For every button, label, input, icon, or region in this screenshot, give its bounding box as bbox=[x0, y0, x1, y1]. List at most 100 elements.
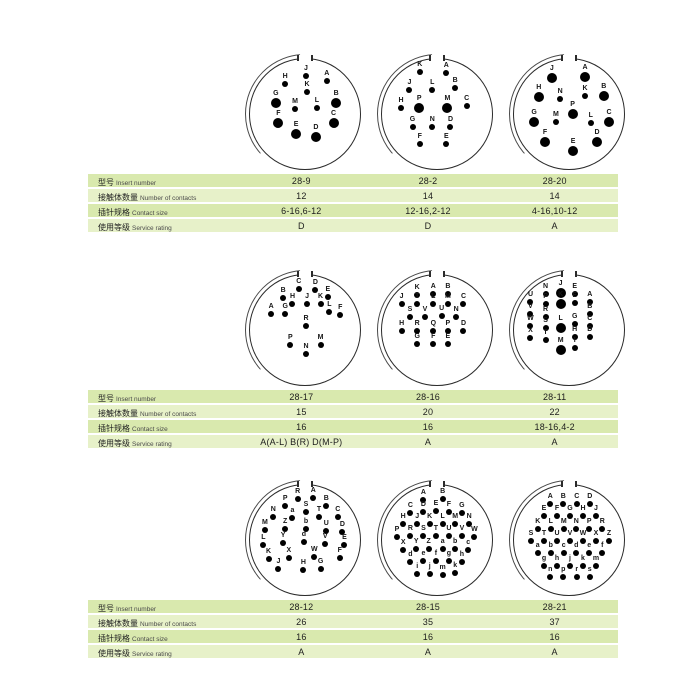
pin-label-28-21-m: m bbox=[592, 554, 600, 562]
pin-label-28-21-a: a bbox=[535, 542, 540, 550]
pin-label-28-21-C: C bbox=[574, 492, 580, 500]
pin-contact-28-11-A bbox=[586, 299, 593, 306]
pin-contact-28-2-H bbox=[398, 105, 405, 112]
pin-label-28-17-K: K bbox=[318, 293, 324, 301]
spec-row-rating: 使用等级 Service rating A(A-L) B(R) D(M-P) A A bbox=[88, 435, 618, 448]
pin-label-28-11-G: G bbox=[571, 313, 578, 321]
pin-label-28-15-N: N bbox=[466, 513, 472, 521]
spec-contacts-28-20: 14 bbox=[549, 190, 560, 201]
spec-size-28-2: 12-16,2-12 bbox=[405, 205, 451, 216]
pin-label-28-12-X: X bbox=[286, 546, 292, 554]
pin-contact-28-15-f bbox=[432, 558, 439, 565]
pin-contact-28-21-j bbox=[567, 562, 573, 569]
pin-contact-28-21-J bbox=[593, 513, 599, 520]
spec-row-model: 型号 Insert number 28-9 28-2 28-20 bbox=[88, 174, 618, 187]
spec-row-label-contacts: 接触体数量 Number of contacts bbox=[88, 403, 238, 421]
pin-label-28-16-A: A bbox=[430, 282, 436, 290]
pin-label-28-21-n: n bbox=[548, 566, 553, 574]
pin-contact-28-21-V bbox=[567, 538, 573, 544]
pin-contact-28-20-B bbox=[598, 90, 609, 101]
pin-contact-28-9-J bbox=[303, 73, 309, 79]
keyway-notch-icon bbox=[297, 271, 313, 277]
spec-rating-28-17: A(A-L) B(R) D(M-P) bbox=[260, 436, 343, 447]
pin-label-28-9-L: L bbox=[314, 97, 320, 105]
pin-label-28-17-N: N bbox=[303, 342, 309, 350]
pin-contact-28-11-K bbox=[555, 299, 566, 310]
pin-contact-28-16-G bbox=[414, 341, 421, 347]
pin-label-28-21-b: b bbox=[548, 542, 553, 550]
pin-contact-28-20-D bbox=[592, 137, 603, 148]
pin-label-28-15-C: C bbox=[407, 502, 413, 510]
pin-label-28-15-E: E bbox=[433, 499, 439, 507]
spec-rating-28-11: A bbox=[551, 436, 558, 447]
pin-contact-28-21-C bbox=[573, 500, 580, 507]
pin-label-28-11-T: T bbox=[543, 329, 548, 337]
pin-label-28-12-T: T bbox=[316, 505, 322, 513]
spec-row-label-rating: 使用等级 Service rating bbox=[88, 433, 238, 451]
pin-label-28-20-M: M bbox=[553, 110, 559, 118]
pin-label-28-21-H: H bbox=[580, 505, 586, 513]
pin-contact-28-2-D bbox=[447, 124, 454, 131]
pin-contact-28-2-N bbox=[429, 124, 436, 131]
pin-contact-28-12-K bbox=[265, 556, 272, 563]
spec-rating-28-16: A bbox=[424, 436, 432, 447]
pin-contact-28-12-U bbox=[323, 528, 330, 535]
pin-contact-28-11-U bbox=[527, 299, 534, 306]
pin-contact-28-17-K bbox=[317, 301, 324, 308]
row-label-en: Service rating bbox=[132, 224, 172, 232]
pin-contact-28-21-s bbox=[586, 574, 593, 581]
pin-label-28-20-F: F bbox=[542, 129, 548, 137]
pin-contact-28-2-M bbox=[442, 103, 453, 114]
pin-contact-28-2-A bbox=[443, 70, 450, 77]
pin-label-28-9-A: A bbox=[324, 70, 330, 78]
pin-contact-28-20-L bbox=[587, 119, 594, 126]
pin-label-28-11-H: H bbox=[572, 325, 578, 333]
pin-label-28-12-a: a bbox=[290, 507, 295, 515]
pin-contact-28-16-A bbox=[430, 290, 437, 297]
shell-arc bbox=[245, 270, 301, 390]
pin-label-28-15-J: J bbox=[415, 512, 420, 520]
spec-contacts-28-11: 22 bbox=[549, 406, 560, 417]
pin-contact-28-20-P bbox=[567, 108, 578, 119]
pin-contact-28-17-B bbox=[280, 295, 287, 302]
pin-contact-28-16-R bbox=[414, 328, 421, 334]
row-label-zh: 接触体数量 bbox=[98, 192, 138, 202]
pin-contact-28-15-b bbox=[452, 546, 459, 553]
pin-label-28-15-H: H bbox=[400, 513, 406, 521]
pin-contact-28-15-K bbox=[426, 520, 433, 527]
spec-model-28-9: 28-9 bbox=[291, 175, 311, 186]
pin-contact-28-16-N bbox=[453, 314, 460, 321]
pin-label-28-11-C: C bbox=[587, 315, 593, 323]
pin-label-28-11-N: N bbox=[543, 283, 549, 291]
spec-model-28-17: 28-17 bbox=[289, 391, 314, 402]
pin-label-28-15-W: W bbox=[471, 526, 478, 534]
pin-label-28-11-S: S bbox=[543, 317, 548, 325]
pin-contact-28-20-E bbox=[568, 145, 579, 156]
pin-label-28-20-H: H bbox=[536, 83, 542, 91]
pin-contact-28-12-B bbox=[323, 502, 330, 509]
pin-label-28-21-K: K bbox=[535, 517, 541, 525]
pin-contact-28-20-F bbox=[540, 137, 551, 148]
spec-row-contacts: 接触体数量 Number of contacts 26 35 37 bbox=[88, 615, 618, 628]
pin-label-28-15-c: c bbox=[466, 539, 471, 547]
pin-label-28-15-d: d bbox=[408, 550, 413, 558]
pin-contact-28-15-X bbox=[400, 547, 407, 554]
pin-label-28-15-Y: Y bbox=[413, 538, 419, 546]
spec-size-28-12: 16 bbox=[296, 631, 307, 642]
pin-contact-28-21-U bbox=[554, 538, 560, 544]
pin-contact-28-12-S bbox=[303, 508, 309, 515]
keyway-notch-icon bbox=[297, 55, 313, 61]
pin-label-28-16-K: K bbox=[414, 283, 420, 291]
pin-label-28-9-G: G bbox=[273, 90, 279, 98]
pin-label-28-15-m: m bbox=[439, 564, 446, 572]
pin-label-28-20-N: N bbox=[557, 87, 563, 95]
spec-row-contacts: 接触体数量 Number of contacts 15 20 22 bbox=[88, 405, 618, 418]
pin-contact-28-11-H bbox=[571, 333, 578, 340]
pin-label-28-15-F: F bbox=[446, 500, 452, 508]
spec-row-rating: 使用等级 Service rating A A A bbox=[88, 645, 618, 658]
pin-contact-28-15-H bbox=[400, 521, 407, 528]
